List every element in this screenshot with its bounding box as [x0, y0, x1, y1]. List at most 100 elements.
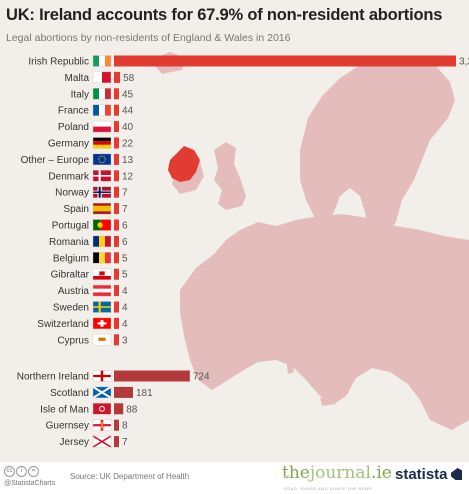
flag-denmark-icon: [92, 170, 112, 182]
category-label: Other – Europe: [21, 155, 90, 166]
category-label: Germany: [48, 139, 89, 150]
flag-romania-icon: [92, 235, 112, 248]
category-label: Switzerland: [37, 319, 89, 330]
flag-malta-icon: [92, 71, 112, 84]
value-label: 3,265: [459, 57, 469, 68]
bar-row-spain: Spain 7: [63, 202, 128, 215]
flag-norway-icon: [92, 186, 112, 198]
category-label: Sweden: [53, 303, 89, 314]
footer: cc i = @StatistaCharts Source: UK Depart…: [0, 462, 469, 494]
value-label: 6: [122, 237, 128, 248]
value-label: 4: [122, 286, 128, 297]
bar-row-portugal: Portugal 6: [52, 219, 128, 232]
bar-row-isle-of-man: Isle of Man 88: [40, 403, 138, 415]
flag-portugal-icon: [92, 219, 112, 231]
bar-row-other-europe: Other – Europe 13: [21, 153, 134, 166]
category-label: Austria: [58, 286, 90, 297]
flag-isle-of-man-icon: [92, 403, 112, 415]
bar-row-sweden: Sweden 4: [53, 301, 128, 314]
bar-row-france: France 44: [58, 104, 134, 117]
flag-cyprus-icon: [92, 334, 112, 346]
bar: [114, 71, 121, 83]
value-label: 4: [122, 303, 128, 314]
value-label: 40: [122, 122, 134, 133]
bar-row-germany: Germany 22: [48, 137, 134, 150]
bar: [114, 186, 119, 198]
flag-eu-icon: [92, 153, 112, 166]
category-label: Scotland: [50, 388, 89, 399]
flag-austria-icon: [92, 284, 112, 297]
bar-row-scotland: Scotland 181: [50, 386, 153, 399]
value-label: 4: [122, 319, 128, 330]
bar-row-denmark: Denmark 12: [48, 170, 134, 182]
flag-poland-icon: [92, 120, 112, 133]
value-label: 7: [122, 437, 128, 448]
value-label: 7: [122, 188, 128, 199]
bar-row-norway: Norway 7: [55, 186, 128, 199]
flag-northern-ireland-icon: [92, 370, 112, 382]
bar-row-malta: Malta 58: [65, 71, 135, 84]
category-label: Portugal: [52, 221, 89, 232]
category-label: Irish Republic: [28, 57, 89, 68]
value-label: 22: [122, 139, 134, 150]
value-label: 3: [122, 335, 128, 346]
bar-row-austria: Austria 4: [58, 284, 128, 297]
credit-text: @StatistaCharts: [4, 480, 56, 487]
category-label: Romania: [49, 237, 89, 248]
chart-title: UK: Ireland accounts for 67.9% of non-re…: [6, 6, 443, 24]
value-label: 5: [122, 253, 128, 264]
flag-scotland-icon: [92, 386, 112, 399]
bar: [114, 88, 119, 100]
statista-logo: statista: [395, 466, 448, 483]
bar: [114, 334, 119, 346]
category-label: Norway: [55, 188, 89, 199]
flag-spain-icon: [92, 202, 112, 215]
bar: [114, 203, 119, 215]
bar: [114, 121, 119, 133]
category-label: Spain: [63, 204, 89, 215]
category-label: Malta: [65, 73, 90, 84]
chart-subtitle: Legal abortions by non-residents of Engl…: [6, 32, 291, 44]
bar-row-gibraltar: Gibraltar 5: [51, 268, 128, 281]
bar: [114, 137, 119, 149]
thejournal-tagline: READ, SHARE AND SHAPE THE NEWS: [284, 486, 373, 491]
category-label: Northern Ireland: [17, 372, 89, 383]
category-label: Poland: [58, 122, 89, 133]
value-label: 12: [122, 171, 134, 182]
bar: [114, 419, 119, 431]
value-label: 181: [136, 388, 153, 399]
bar: [114, 219, 119, 231]
bar-row-guernsey: Guernsey 8: [46, 419, 128, 432]
statista-mark-icon: [451, 468, 462, 480]
category-label: Jersey: [60, 437, 89, 448]
flag-italy-icon: [92, 88, 112, 100]
bar: [114, 170, 119, 182]
value-label: 58: [123, 73, 135, 84]
flag-guernsey-icon: [92, 419, 112, 431]
category-label: Guernsey: [46, 421, 89, 432]
bar-row-jersey: Jersey 7: [60, 435, 128, 448]
bar: [114, 104, 119, 116]
category-label: Gibraltar: [51, 270, 90, 281]
no-derivatives-icon: =: [28, 466, 39, 477]
value-label: 7: [122, 204, 128, 215]
value-label: 88: [126, 404, 138, 415]
flag-belgium-icon: [92, 252, 112, 264]
value-label: 6: [122, 221, 128, 232]
bar-row-cyprus: Cyprus 3: [57, 334, 128, 346]
bar: [114, 317, 119, 329]
value-label: 44: [122, 106, 134, 117]
attribution-icon: i: [16, 466, 27, 477]
bar-row-switzerland: Switzerland 4: [37, 317, 128, 330]
flag-ireland-icon: [92, 55, 112, 67]
bar-row-irish-republic: Irish Republic 3,265: [28, 55, 469, 68]
category-label: France: [58, 106, 90, 117]
ireland-highlight: [168, 146, 200, 182]
bar-row-italy: Italy 45: [71, 88, 134, 100]
value-label: 45: [122, 89, 134, 100]
flag-switzerland-icon: [92, 317, 112, 330]
value-label: 724: [193, 372, 210, 383]
thejournal-logo: thejournal.ie: [282, 463, 392, 483]
